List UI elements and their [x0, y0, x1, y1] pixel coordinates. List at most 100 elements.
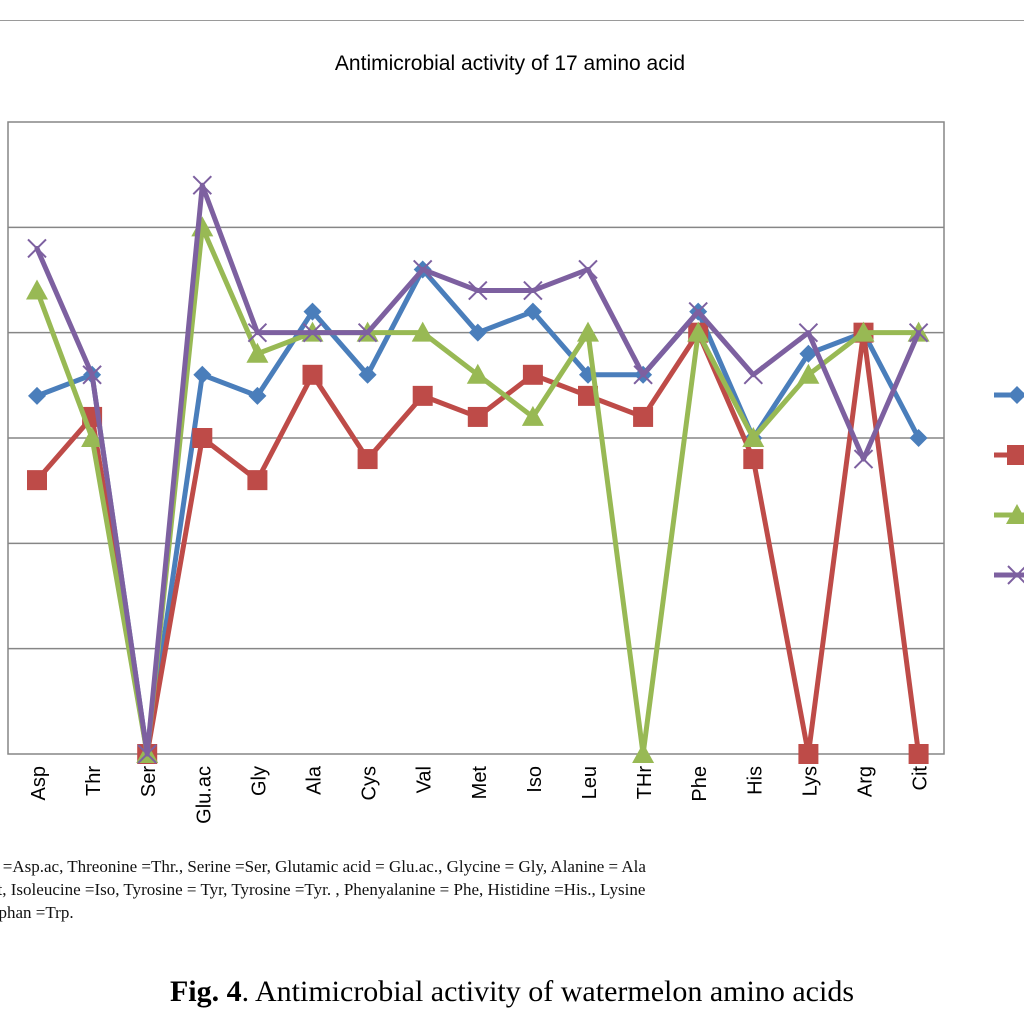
x-tick-label: His: [744, 766, 766, 795]
x-tick-label: Thr: [83, 766, 105, 796]
data-point: [853, 449, 874, 469]
data-point: [302, 322, 323, 343]
figure-label: Fig. 4: [169, 975, 242, 1008]
x-tick-label: Leu: [579, 766, 601, 799]
x-tick-label: Cit: [910, 766, 932, 791]
data-point: [578, 259, 598, 280]
data-point: [193, 365, 212, 384]
data-point: [578, 385, 598, 406]
data-point-stroke: [192, 175, 213, 195]
data-point: [412, 259, 433, 280]
series-group: [27, 175, 929, 764]
legend: [994, 386, 1024, 585]
data-point: [523, 302, 542, 321]
data-point-stroke: [27, 238, 47, 259]
x-tick-label: Iso: [524, 766, 546, 793]
data-point: [358, 365, 377, 384]
data-point: [247, 470, 268, 491]
data-point: [521, 405, 544, 426]
x-tick-label: Lys: [799, 766, 821, 796]
x-tick-label: Phe: [689, 766, 711, 802]
series-group: [27, 322, 929, 764]
data-point: [26, 279, 48, 300]
data-point: [909, 429, 928, 447]
data-point: [468, 280, 488, 301]
data-point: [522, 364, 543, 385]
data-point: [137, 744, 157, 764]
data-point: [27, 238, 47, 259]
data-point: [412, 385, 433, 406]
data-point-stroke: [633, 365, 653, 385]
data-point-stroke: [523, 280, 543, 301]
data-point-stroke: [908, 322, 929, 343]
data-point: [191, 216, 214, 237]
series-group: [28, 260, 928, 763]
data-point: [1007, 565, 1024, 585]
data-point: [523, 280, 543, 301]
data-point: [687, 321, 710, 342]
data-point: [81, 427, 104, 447]
data-point: [467, 406, 488, 427]
x-tick-label: Gly: [248, 766, 270, 796]
x-tick-label: THr: [634, 766, 656, 800]
data-point: [466, 363, 489, 384]
data-point-stroke: [468, 280, 488, 301]
x-tick-label: Met: [469, 766, 491, 800]
caption-line: d =Asp.ac, Threonine =Thr., Serine =Ser,…: [0, 857, 646, 876]
figure-caption-notes: d =Asp.ac, Threonine =Thr., Serine =Ser,…: [0, 855, 1024, 924]
data-point: [357, 449, 378, 470]
chart-title: Antimicrobial activity of 17 amino acid: [335, 52, 685, 75]
data-point-stroke: [82, 365, 102, 385]
x-tick-label: Arg: [855, 766, 877, 797]
data-point: [798, 744, 819, 764]
data-point: [743, 365, 764, 385]
data-point-stroke: [1007, 566, 1024, 585]
data-point-stroke: [688, 301, 708, 322]
data-point: [852, 321, 875, 342]
x-tick-label: Val: [414, 766, 436, 793]
series-layer: [26, 175, 930, 764]
data-point: [743, 449, 764, 470]
figure-title: . Antimicrobial activity of watermelon a…: [241, 975, 854, 1008]
data-point: [468, 323, 487, 342]
data-point: [633, 365, 653, 385]
series-line: [34, 224, 922, 757]
data-point: [688, 301, 708, 322]
x-tick-label: Cys: [359, 766, 381, 800]
chart-frame: Antimicrobial activity of 17 amino acid …: [0, 20, 1024, 824]
data-point-stroke: [578, 259, 598, 280]
data-point: [192, 428, 213, 448]
gridlines: [7, 121, 945, 755]
data-point: [357, 322, 378, 343]
caption-line: et, Isoleucine =Iso, Tyrosine = Tyr, Tyr…: [0, 880, 646, 899]
data-point-stroke: [357, 322, 378, 343]
data-point-stroke: [137, 744, 157, 764]
data-point: [577, 321, 599, 342]
x-tick-label: Ala: [304, 765, 326, 795]
data-point-stroke: [302, 322, 323, 343]
data-point: [632, 743, 655, 763]
data-point: [908, 322, 929, 343]
data-point: [82, 365, 102, 385]
series-line: [34, 182, 922, 757]
x-tick-label: Glu.ac: [193, 766, 215, 824]
data-point: [246, 342, 269, 363]
data-point: [1006, 504, 1024, 524]
data-point: [797, 363, 820, 384]
data-point: [248, 386, 267, 405]
x-tick-label: Ser: [138, 766, 160, 797]
data-point: [192, 175, 213, 195]
series-group: [26, 216, 930, 763]
data-point: [742, 427, 765, 447]
data-point-stroke: [798, 322, 819, 343]
data-point: [28, 386, 46, 405]
line-chart: Antimicrobial activity of 17 amino acid …: [7, 52, 1024, 824]
data-point-stroke: [853, 449, 874, 469]
data-point-stroke: [412, 259, 433, 280]
data-point: [1007, 445, 1024, 465]
data-point: [411, 321, 434, 342]
data-point: [908, 744, 929, 764]
data-point: [303, 302, 322, 321]
data-point: [633, 406, 654, 427]
top-rule: [0, 20, 1024, 21]
